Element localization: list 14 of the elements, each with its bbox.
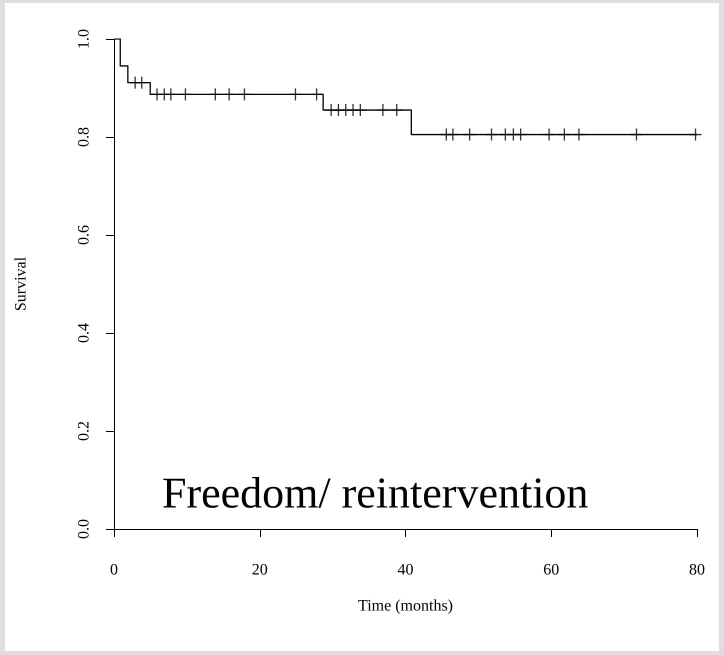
y-axis-title: Survival [12, 256, 30, 312]
y-tick-label: 0.0 [76, 519, 92, 539]
y-tick-label: 0.4 [76, 323, 92, 343]
x-tick-label: 0 [110, 562, 118, 578]
y-tick-label: 1.0 [76, 29, 92, 49]
y-tick-label: 0.8 [76, 127, 92, 147]
x-tick-label: 60 [543, 562, 560, 578]
annotation: Freedom/ reintervention [162, 468, 588, 518]
x-tick-label: 20 [252, 562, 268, 578]
y-tick-label: 0.6 [76, 225, 92, 245]
x-tick-label: 80 [689, 562, 705, 578]
y-tick-label: 0.2 [76, 421, 92, 441]
x-tick-label: 40 [398, 562, 414, 578]
x-axis-title: Time (months) [358, 598, 453, 614]
